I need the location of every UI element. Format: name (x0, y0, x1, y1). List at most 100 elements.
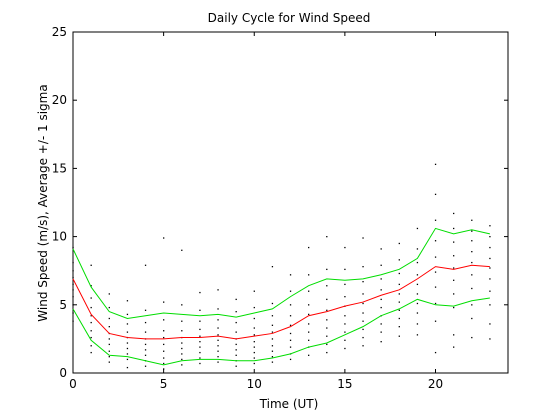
scatter-point (253, 357, 255, 359)
scatter-point (181, 320, 183, 322)
scatter-point (144, 264, 147, 266)
scatter-point (72, 270, 74, 272)
scatter-point (453, 334, 455, 336)
scatter-point (362, 302, 364, 305)
scatter-point (489, 290, 491, 292)
scatter-point (380, 331, 382, 333)
scatter-point (72, 312, 74, 314)
scatter-point (326, 343, 328, 346)
plot-area: 0 5 10 15 20 0 5 10 15 20 25 (52, 25, 509, 391)
axis-ticks: 0 5 10 15 20 0 5 10 15 20 25 (52, 25, 508, 391)
scatter-point (108, 343, 110, 346)
scatter-point (453, 212, 455, 215)
scatter-point (416, 248, 419, 250)
scatter-point (144, 309, 147, 311)
scatter-point (253, 306, 255, 309)
scatter-point (434, 271, 437, 273)
scatter-point (308, 304, 310, 306)
scatter-point (434, 193, 437, 196)
scatter-point (217, 289, 219, 291)
scatter-point (362, 293, 364, 295)
scatter-point (271, 315, 274, 317)
scatter-point (326, 285, 328, 287)
scatter-point (416, 302, 419, 305)
scatter-point (489, 246, 491, 249)
scatter-point (471, 240, 473, 242)
scatter-point (344, 315, 346, 317)
scatter-point (90, 264, 92, 266)
scatter-point (434, 302, 437, 305)
scatter-point (416, 312, 419, 314)
scatter-point (235, 321, 237, 324)
scatter-point (344, 331, 346, 333)
scatter-point (308, 274, 310, 276)
scatter-point (181, 353, 183, 355)
scatter-point (199, 335, 201, 337)
scatter-point (144, 354, 147, 356)
scatter-point (217, 350, 219, 352)
scatter-point (235, 311, 237, 313)
scatter-point (217, 327, 219, 329)
scatter-point (344, 268, 346, 271)
scatter-point (308, 246, 310, 249)
scatter-point (416, 274, 419, 276)
scatter-point (163, 237, 165, 239)
scatter-point (453, 241, 455, 243)
scatter-point (362, 237, 364, 239)
scatter-point (471, 287, 473, 290)
scatter-point (416, 334, 419, 336)
scatter-point (326, 319, 328, 321)
scatter-point (344, 296, 346, 298)
scatter-point (380, 278, 382, 280)
scatter-point (398, 335, 400, 337)
scatter-point (235, 365, 237, 367)
scatter-point (471, 274, 473, 276)
scatter-point (163, 368, 165, 370)
scatter-point (362, 281, 364, 283)
scatter-point (271, 338, 274, 340)
scatter-point (72, 296, 74, 298)
scatter-point (144, 365, 147, 367)
scatter-point (434, 320, 437, 322)
scatter-point (199, 362, 201, 365)
y-tick-label: 5 (59, 298, 67, 312)
scatter-point (398, 259, 400, 261)
scatter-point (181, 347, 183, 350)
scatter-point (90, 330, 92, 332)
scatter-point (199, 351, 201, 354)
y-axis-title: Wind Speed (m/s), Average +/- 1 sigma (36, 84, 50, 321)
scatter-point (308, 313, 310, 316)
scatter-point (126, 331, 129, 333)
scatter-point (489, 225, 491, 227)
scatter-point (471, 317, 473, 320)
scatter-point (380, 289, 382, 291)
y-tick-label: 15 (52, 161, 67, 175)
scatter-point (90, 321, 92, 324)
scatter-point (217, 361, 219, 363)
scatter-point (289, 274, 292, 276)
scatter-point (398, 309, 400, 311)
scatter-point (326, 298, 328, 301)
scatter-point (489, 323, 491, 325)
scatter-point (235, 298, 237, 301)
scatter-point (344, 283, 346, 286)
scatter-point (489, 236, 491, 238)
scatter-point (362, 328, 364, 331)
scatter-point (326, 351, 328, 354)
scatter-point (126, 300, 129, 302)
scatter-point (90, 351, 92, 354)
scatter-point (453, 346, 455, 348)
scatter-point (253, 341, 255, 343)
scatter-point (434, 240, 437, 242)
scatter-point (326, 268, 328, 271)
scatter-point (380, 341, 382, 343)
scatter-point (253, 351, 255, 354)
scatter-point (253, 334, 255, 336)
scatter-point (308, 354, 310, 356)
scatter-point (163, 343, 165, 346)
scatter-point (144, 349, 147, 351)
scatter-point (271, 345, 274, 347)
scatter-point (72, 283, 74, 286)
scatter-point (126, 323, 129, 325)
scatter-point (235, 354, 237, 356)
